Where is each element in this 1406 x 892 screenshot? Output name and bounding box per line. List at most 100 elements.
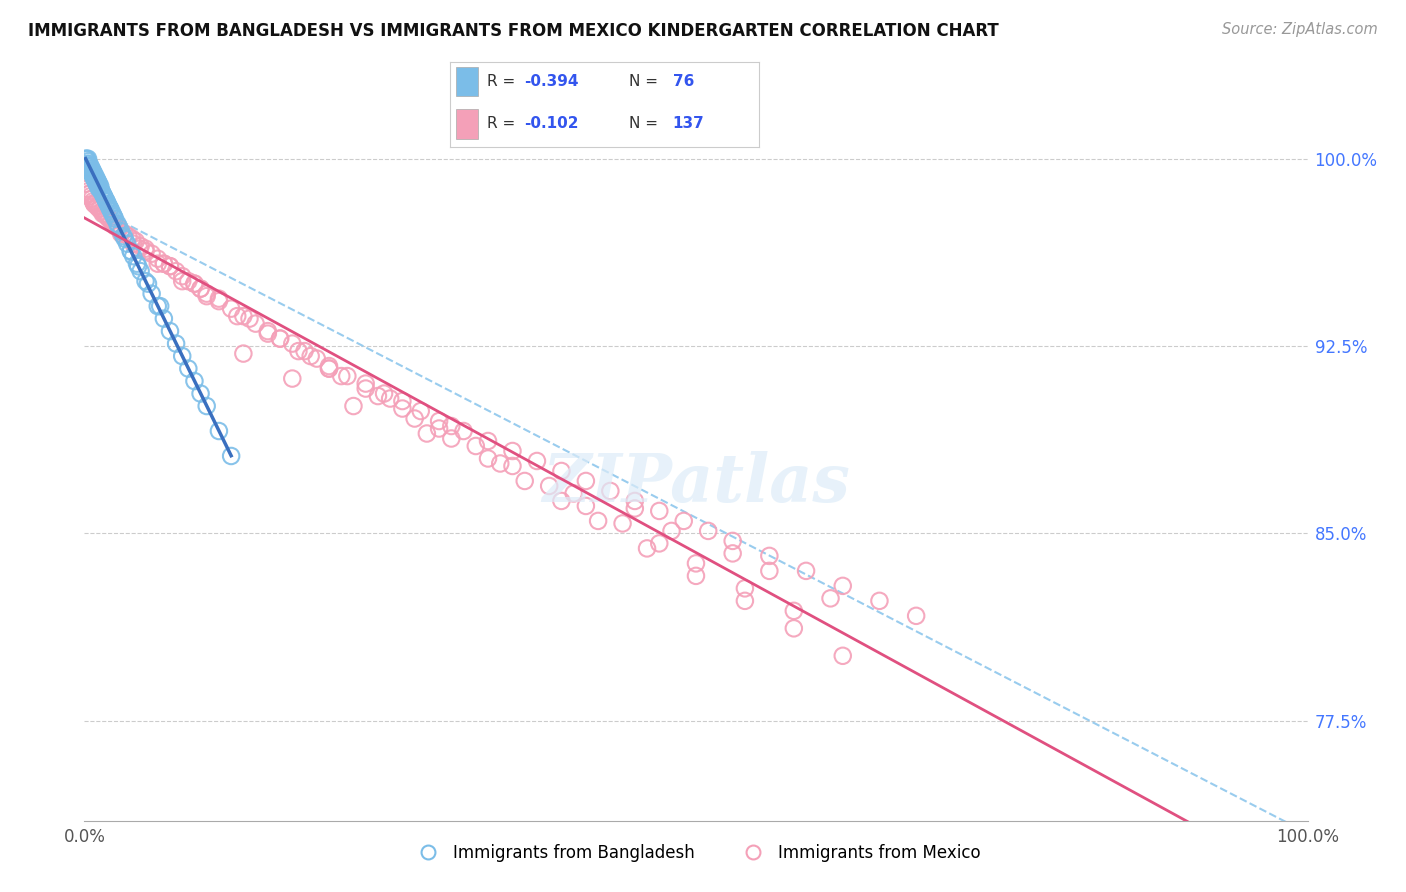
Point [354, 376, 377, 391]
Point [80, 192, 103, 206]
Point [404, 411, 426, 425]
Point [100, 214, 122, 228]
Point [172, 349, 194, 363]
Point [80, 161, 103, 176]
Point [146, 299, 169, 313]
Point [86, 199, 108, 213]
Point [783, 621, 806, 635]
Point [87, 174, 110, 188]
Point [79, 159, 101, 173]
Point [129, 239, 152, 253]
Point [135, 242, 157, 256]
Point [269, 332, 291, 346]
Point [110, 224, 132, 238]
Point [697, 524, 720, 538]
Text: ZIPatlas: ZIPatlas [543, 451, 849, 516]
Point [141, 246, 163, 260]
Point [195, 289, 218, 303]
Point [624, 494, 647, 508]
Point [624, 501, 647, 516]
Point [84, 171, 107, 186]
Point [190, 282, 212, 296]
Point [153, 311, 176, 326]
Bar [456, 109, 478, 139]
Point [427, 414, 450, 428]
Point [477, 434, 499, 448]
Point [129, 264, 152, 278]
Point [195, 286, 218, 301]
Point [87, 179, 110, 194]
Point [575, 499, 598, 513]
Point [661, 524, 683, 538]
Point [87, 179, 110, 194]
Point [87, 202, 110, 216]
Point [159, 259, 181, 273]
Point [783, 604, 806, 618]
Point [90, 184, 112, 198]
Point [110, 227, 132, 241]
Point [538, 479, 561, 493]
Point [153, 257, 176, 271]
Point [427, 421, 450, 435]
Point [190, 282, 212, 296]
Point [127, 259, 149, 273]
Point [136, 277, 159, 291]
Point [86, 174, 108, 188]
Point [281, 336, 304, 351]
Point [89, 179, 111, 194]
Point [149, 299, 172, 313]
Point [82, 169, 104, 184]
Point [98, 202, 121, 216]
Point [238, 311, 260, 326]
Point [245, 317, 267, 331]
Point [91, 204, 114, 219]
Point [208, 292, 231, 306]
Point [97, 196, 120, 211]
Point [177, 361, 200, 376]
Text: N =: N = [630, 74, 664, 89]
Point [599, 483, 621, 498]
Point [120, 244, 142, 259]
Point [117, 229, 139, 244]
Point [269, 332, 291, 346]
Point [84, 174, 107, 188]
Point [367, 389, 389, 403]
Point [526, 454, 548, 468]
Point [77, 186, 100, 201]
Point [612, 516, 634, 531]
Point [77, 159, 100, 173]
Point [96, 194, 118, 209]
Text: -0.102: -0.102 [524, 116, 579, 131]
Point [86, 177, 108, 191]
Point [208, 424, 231, 438]
Point [77, 152, 100, 166]
Point [758, 564, 780, 578]
Text: 137: 137 [672, 116, 704, 131]
Point [79, 161, 101, 176]
Point [281, 371, 304, 385]
Point [758, 549, 780, 563]
Point [83, 196, 105, 211]
Point [114, 227, 136, 241]
Point [83, 196, 105, 211]
Point [76, 182, 98, 196]
Point [172, 274, 194, 288]
Point [77, 161, 100, 176]
Point [648, 504, 671, 518]
Point [195, 399, 218, 413]
Point [190, 386, 212, 401]
Point [794, 564, 817, 578]
Point [90, 184, 112, 198]
Point [100, 204, 122, 219]
Point [183, 374, 205, 388]
Point [380, 392, 402, 406]
Point [685, 569, 707, 583]
Point [87, 177, 110, 191]
Point [550, 494, 572, 508]
Point [93, 189, 115, 203]
Point [82, 164, 104, 178]
Point [91, 207, 114, 221]
Point [79, 164, 101, 178]
Point [165, 264, 187, 278]
Point [299, 349, 322, 363]
